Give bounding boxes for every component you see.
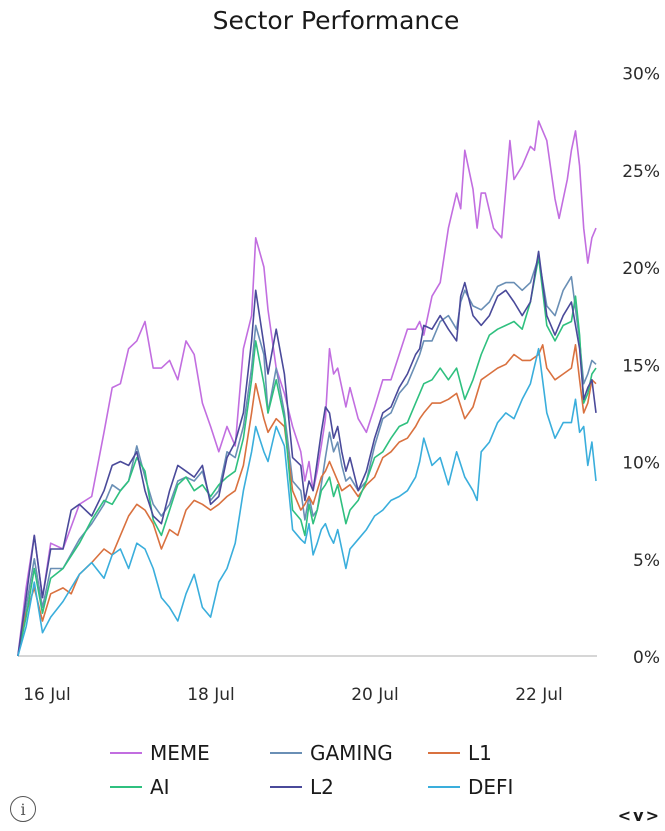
y-tick-label: 15% — [622, 356, 660, 376]
legend-swatch — [270, 752, 302, 754]
y-tick-label: 25% — [622, 162, 660, 182]
legend-label: GAMING — [310, 741, 393, 765]
legend-label: L1 — [468, 741, 492, 765]
legend-swatch — [110, 752, 142, 754]
x-tick-label: 16 Jul — [23, 685, 71, 705]
legend-label: L2 — [310, 775, 334, 799]
nav-controls[interactable]: <v> — [617, 806, 661, 825]
chart-plot: 0% 5% 10% 15% 20% 25% 30% 16 Jul 18 Jul 20 Jul 22… — [17, 65, 660, 705]
legend-label: DEFI — [468, 775, 514, 799]
info-icon[interactable]: i — [10, 796, 36, 822]
y-tick-label: 5% — [633, 551, 660, 571]
chart-title: Sector Performance — [212, 6, 460, 35]
legend-item-gaming[interactable]: GAMING — [270, 736, 393, 770]
y-tick-label: 30% — [622, 65, 660, 85]
legend-item-l1[interactable]: L1 — [428, 736, 492, 770]
series-line-defi[interactable] — [17, 347, 597, 657]
series-line-l2[interactable] — [17, 250, 597, 657]
legend-swatch — [110, 786, 142, 788]
legend-item-l2[interactable]: L2 — [270, 770, 334, 804]
series-line-l1[interactable] — [17, 343, 597, 657]
y-tick-label: 20% — [622, 259, 660, 279]
x-tick-label: 20 Jul — [351, 685, 399, 705]
x-axis: 16 Jul 18 Jul 20 Jul 22 Jul — [23, 685, 563, 705]
x-tick-label: 22 Jul — [515, 685, 563, 705]
series-line-ai[interactable] — [17, 256, 597, 657]
series-line-gaming[interactable] — [17, 256, 597, 657]
legend-item-ai[interactable]: AI — [110, 770, 170, 804]
legend-item-defi[interactable]: DEFI — [428, 770, 513, 804]
series-layer — [17, 120, 597, 657]
series-line-meme[interactable] — [17, 120, 597, 657]
legend-swatch — [428, 786, 460, 788]
y-axis: 0% 5% 10% 15% 20% 25% 30% — [622, 65, 660, 669]
y-tick-label: 0% — [633, 648, 660, 668]
y-tick-label: 10% — [622, 454, 660, 474]
legend-label: AI — [150, 775, 170, 799]
legend-label: MEME — [150, 741, 210, 765]
legend-item-meme[interactable]: MEME — [110, 736, 210, 770]
legend-swatch — [270, 786, 302, 788]
legend-swatch — [428, 752, 460, 754]
x-tick-label: 18 Jul — [187, 685, 235, 705]
